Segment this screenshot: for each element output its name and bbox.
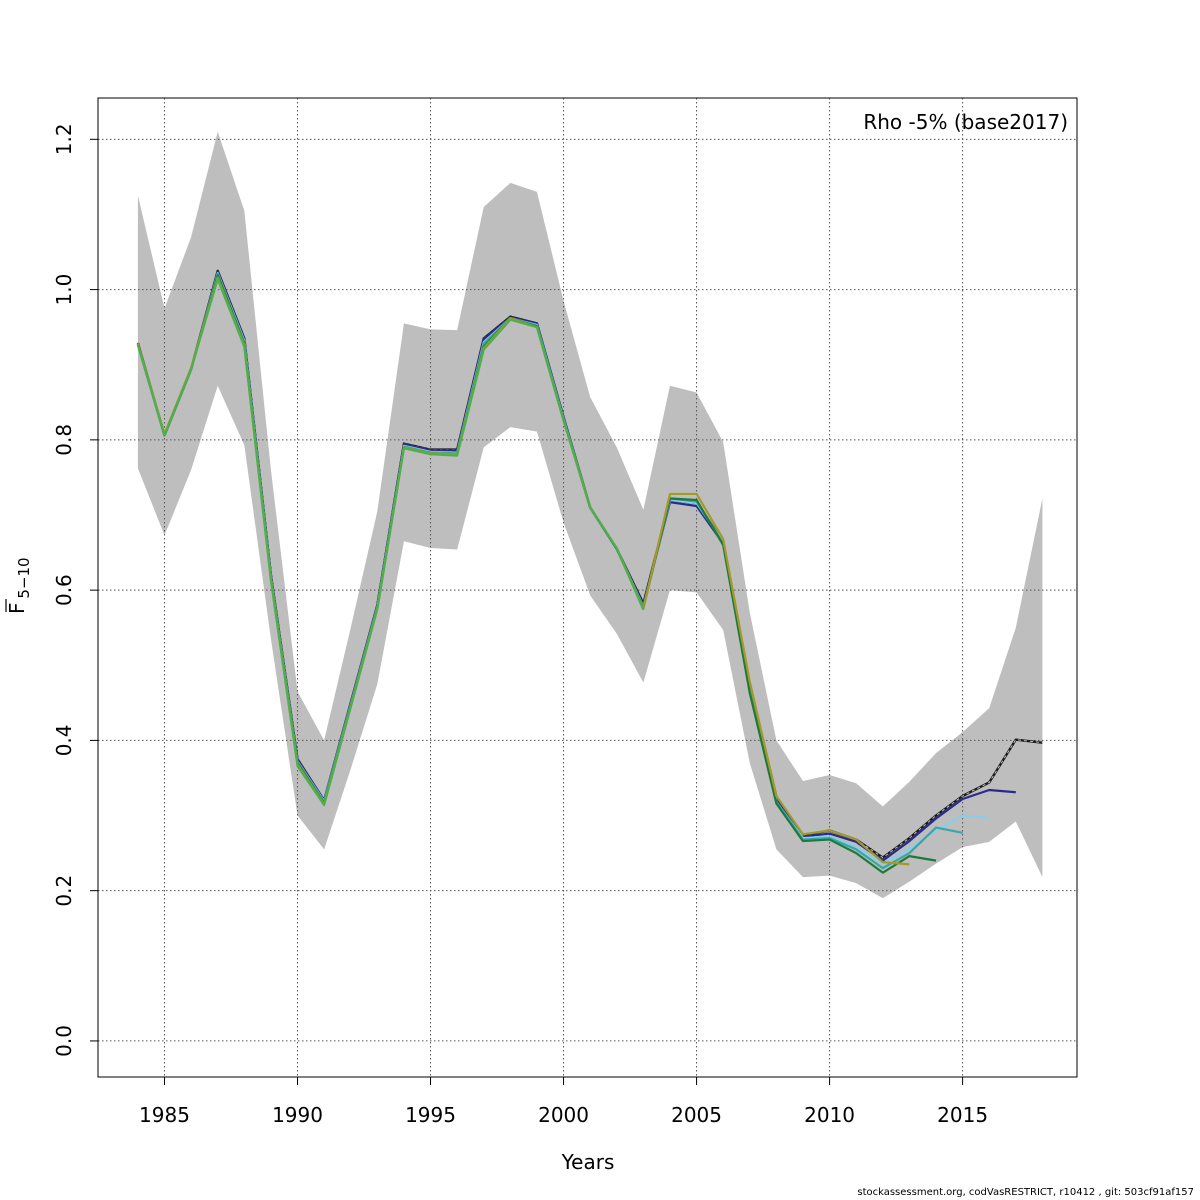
confidence-band-layer: [137, 131, 1043, 899]
y-tick-label: 0.8: [52, 424, 76, 456]
x-tick-label: 2010: [804, 1103, 855, 1127]
grid-layer: [98, 98, 1077, 1077]
series-layer: [136, 269, 1043, 874]
x-tick-label: 1995: [405, 1103, 456, 1127]
y-axis-title-main: F: [5, 602, 29, 614]
svg-text:F 5−10: F 5−10: [5, 557, 33, 614]
x-tick-label: 1985: [139, 1103, 190, 1127]
y-axis: 0.0 0.2 0.4 0.6 0.8 1.0 1.2: [52, 123, 99, 1057]
y-tick-label: 1.2: [52, 123, 76, 155]
y-axis-title: F 5−10: [5, 557, 33, 614]
x-axis-title: Years: [561, 1150, 615, 1174]
y-tick-label: 0.0: [52, 1025, 76, 1057]
series-line-6: [136, 277, 645, 807]
y-tick-label: 0.2: [52, 875, 76, 907]
x-tick-label: 2000: [538, 1103, 589, 1127]
x-tick-label: 2005: [671, 1103, 722, 1127]
footer-credit: stockassessment.org, codVasRESTRICT, r10…: [857, 1187, 1194, 1198]
x-axis: 1985 1990 1995 2000 2005 2010 2015: [139, 1076, 988, 1127]
legend-annotation: Rho -5% (base2017): [863, 110, 1068, 134]
y-tick-label: 0.6: [52, 574, 76, 606]
x-tick-label: 2015: [937, 1103, 988, 1127]
x-tick-label: 1990: [272, 1103, 323, 1127]
y-tick-label: 1.0: [52, 274, 76, 306]
confidence-band: [137, 131, 1043, 899]
y-axis-title-subscript: 5−10: [15, 557, 33, 598]
y-tick-label: 0.4: [52, 724, 76, 756]
